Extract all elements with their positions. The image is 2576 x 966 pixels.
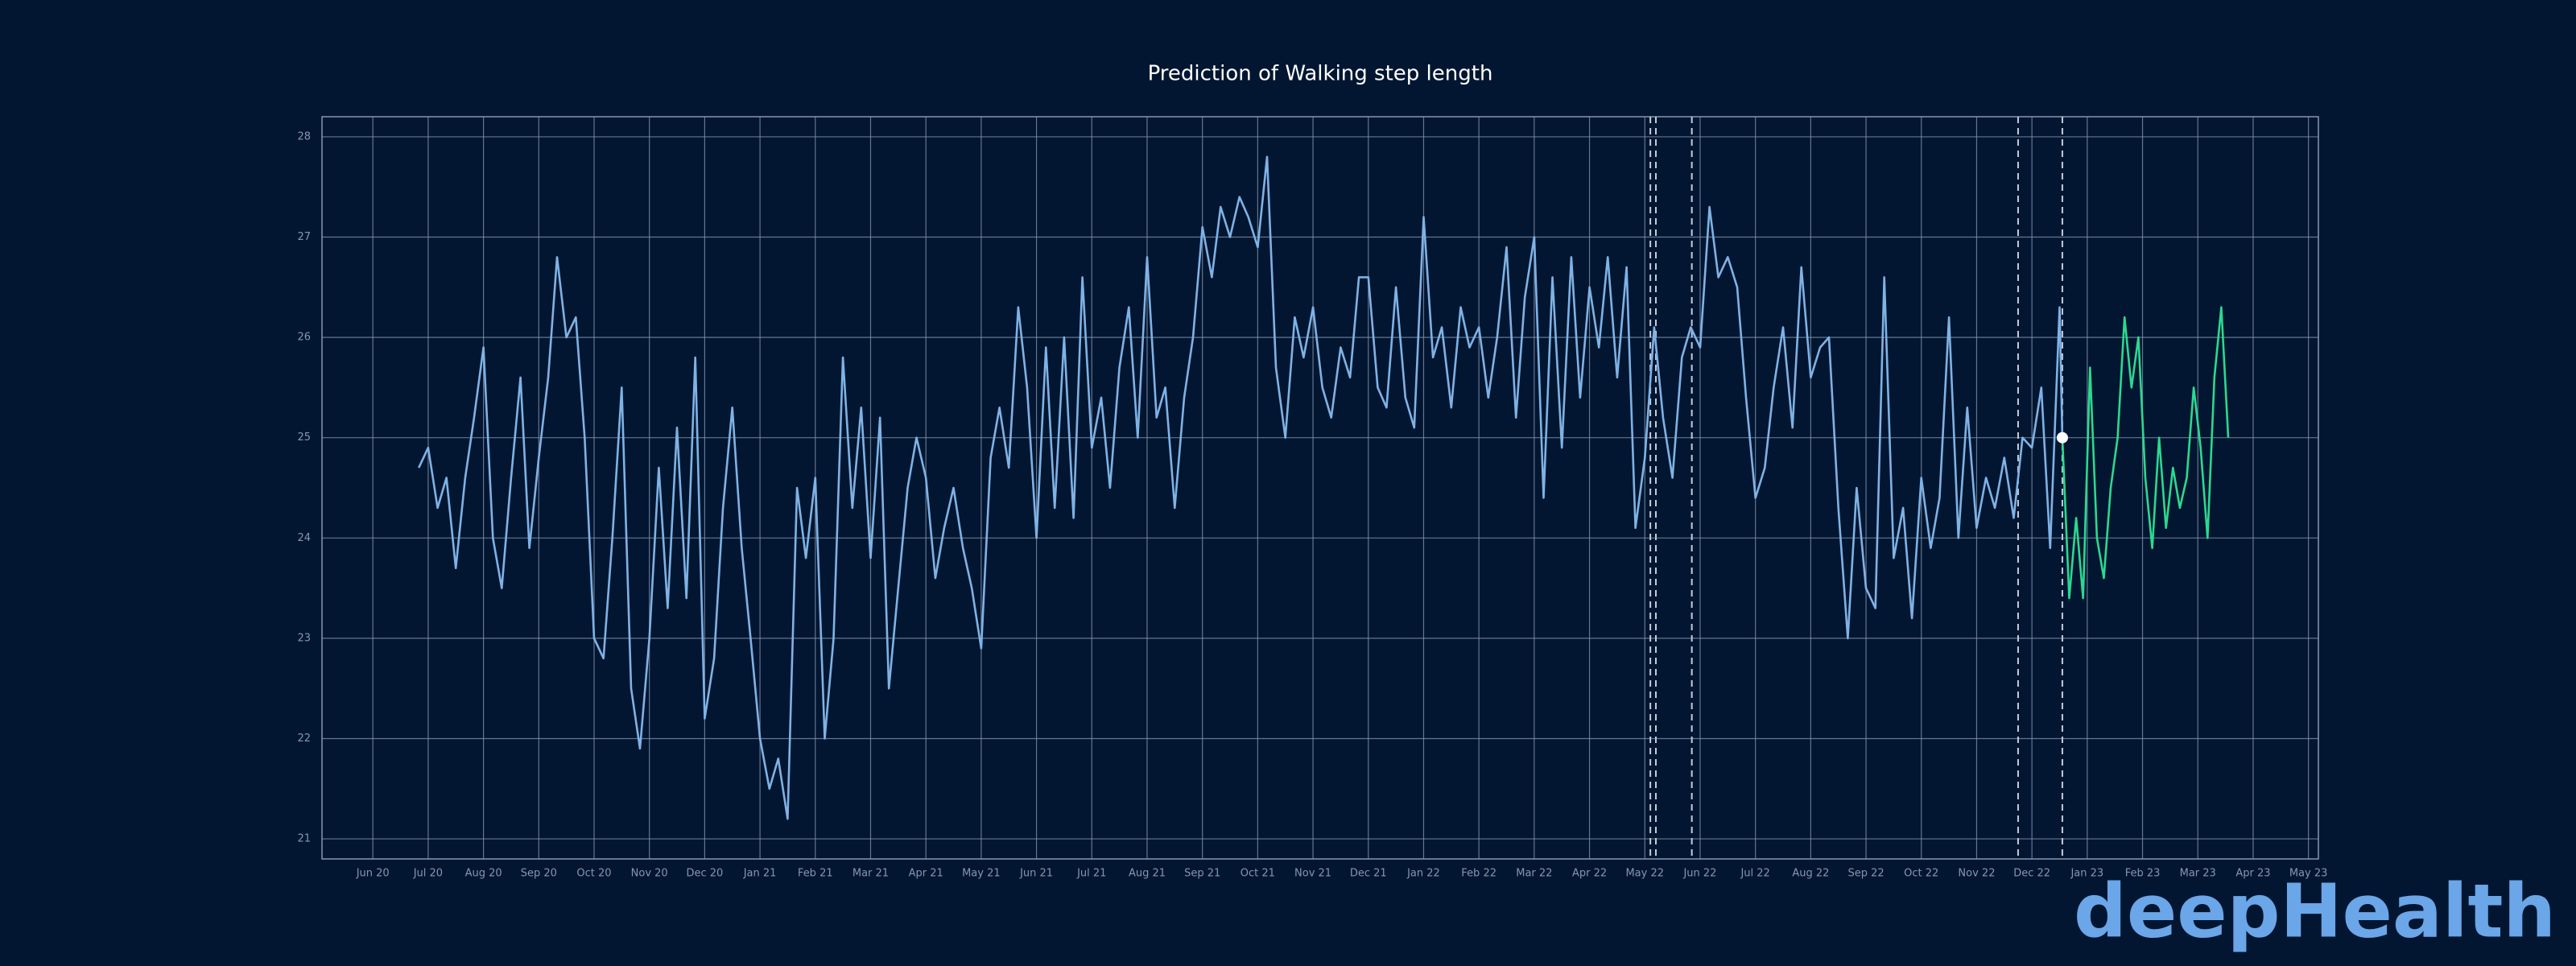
x-tick-label: Oct 21 [1241, 868, 1275, 880]
x-tick-label: Mar 23 [2180, 868, 2216, 880]
x-tick-label: Aug 22 [1792, 868, 1829, 880]
x-tick-label: May 22 [1625, 868, 1664, 880]
y-tick-label: 23 [297, 632, 311, 644]
x-tick-label: Dec 21 [1350, 868, 1387, 880]
x-tick-label: Apr 23 [2235, 868, 2270, 880]
data-line [418, 155, 2064, 820]
x-tick-label: Mar 22 [1516, 868, 1552, 880]
y-tick-label: 27 [297, 231, 311, 243]
x-tick-label: Apr 22 [1572, 868, 1607, 880]
x-tick-label: Oct 22 [1904, 868, 1938, 880]
x-tick-label: Dec 20 [686, 868, 723, 880]
x-tick-label: Jan 21 [743, 868, 777, 880]
x-tick-label: Apr 21 [909, 868, 943, 880]
x-tick-label: Jun 22 [1682, 868, 1716, 880]
data-line [2061, 306, 2230, 600]
x-tick-label: Nov 20 [631, 868, 668, 880]
x-tick-label: Feb 21 [798, 868, 833, 880]
x-tick-label: Feb 22 [1461, 868, 1496, 880]
x-tick-label: Jul 22 [1740, 868, 1769, 880]
x-tick-label: Mar 21 [852, 868, 889, 880]
x-tick-label: Aug 20 [465, 868, 502, 880]
highlight-point [2056, 431, 2068, 444]
x-tick-label: Nov 21 [1294, 868, 1331, 880]
x-tick-label: Dec 22 [2013, 868, 2050, 880]
x-tick-label: May 23 [2289, 868, 2328, 880]
x-tick-label: Sep 20 [521, 868, 557, 880]
x-tick-label: Aug 21 [1129, 868, 1166, 880]
x-tick-label: Jan 22 [1406, 868, 1440, 880]
x-tick-label: Oct 20 [576, 868, 611, 880]
y-tick-label: 24 [297, 532, 311, 544]
x-tick-label: Jul 20 [413, 868, 443, 880]
plot-border [321, 116, 2319, 860]
x-tick-label: Sep 21 [1184, 868, 1220, 880]
x-tick-label: Nov 22 [1958, 868, 1995, 880]
chart-title: Prediction of Walking step length [1148, 62, 1493, 86]
x-tick-label: Jul 21 [1076, 868, 1106, 880]
x-tick-label: Jun 20 [356, 868, 390, 880]
y-tick-label: 25 [297, 431, 311, 444]
x-tick-label: May 21 [962, 868, 1001, 880]
logo: deepHealth [2074, 868, 2556, 954]
x-tick-label: Sep 22 [1847, 868, 1884, 880]
x-tick-label: Jan 23 [2070, 868, 2103, 880]
y-tick-label: 22 [297, 733, 311, 745]
y-tick-label: 21 [297, 833, 311, 845]
y-tick-label: 28 [297, 130, 311, 142]
y-tick-label: 26 [297, 332, 311, 344]
x-tick-label: Feb 23 [2125, 868, 2161, 880]
x-tick-label: Jun 21 [1019, 868, 1053, 880]
